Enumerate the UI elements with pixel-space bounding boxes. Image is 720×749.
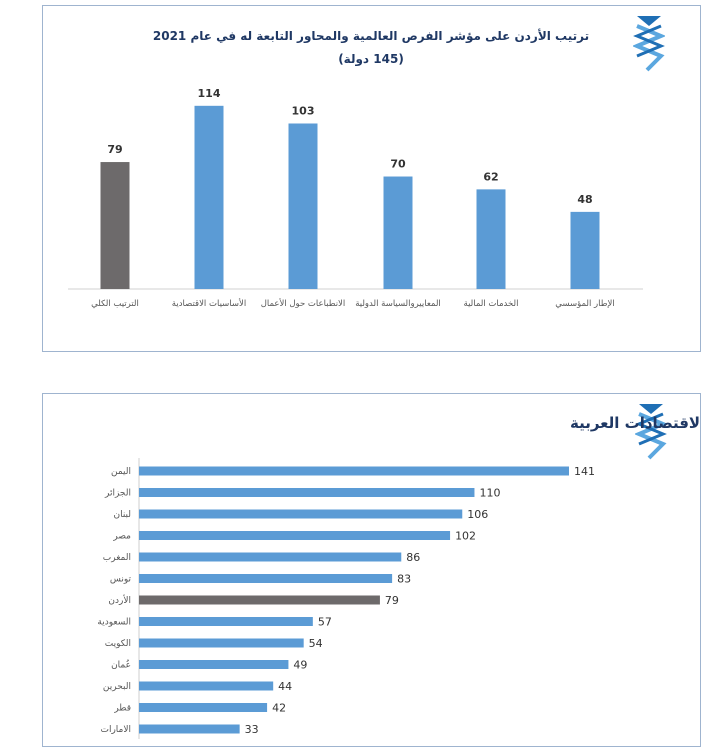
bar-value-label: 42 — [272, 702, 286, 715]
bar-value-label: 83 — [397, 573, 411, 586]
rank-axes-chart-panel: ترتيب الأردن على مؤشر الفرص العالمية وال… — [42, 5, 701, 352]
bar-value-label: 106 — [467, 508, 488, 521]
bar — [139, 531, 451, 540]
chart-title: مؤشر الفرص العالمية 2021: ترتيب الاقتصاد… — [570, 414, 700, 432]
category-label: الترتيب الكلي — [91, 299, 139, 309]
bar-value-label: 57 — [318, 616, 332, 629]
bar — [194, 105, 224, 290]
category-label: قطر — [113, 704, 131, 714]
bar — [139, 595, 380, 605]
bar-value-label: 33 — [245, 723, 259, 736]
bar-value-label: 44 — [278, 680, 292, 693]
bar-value-label: 141 — [574, 465, 595, 478]
bar — [288, 123, 318, 289]
category-label: الانطباعات حول الأعمال — [261, 298, 346, 309]
organization-logo-icon — [633, 16, 665, 72]
bar-value-label: 102 — [455, 530, 476, 543]
category-label: الامارات — [100, 725, 131, 735]
bar-value-label: 70 — [390, 158, 406, 171]
bar — [570, 211, 600, 289]
category-label: تونس — [110, 575, 132, 585]
bar — [139, 574, 393, 583]
category-label: مصر — [112, 532, 131, 542]
bar-value-label: 62 — [483, 170, 498, 183]
bar-value-label: 79 — [107, 143, 122, 156]
chart-title: ترتيب الأردن على مؤشر الفرص العالمية وال… — [153, 28, 589, 44]
category-label: الإطار المؤسسي — [555, 299, 614, 309]
bar — [383, 176, 413, 289]
organization-logo-icon — [635, 404, 667, 460]
bar-value-label: 114 — [198, 87, 221, 100]
bar — [139, 552, 402, 562]
category-label: الجزائر — [104, 489, 131, 499]
bar-value-label: 86 — [406, 551, 420, 564]
bar-value-label: 110 — [479, 487, 500, 500]
bar — [139, 488, 475, 497]
category-label: الأردن — [108, 594, 131, 606]
bar — [139, 681, 274, 691]
category-label: المعاييروالسياسة الدولية — [355, 299, 441, 309]
category-label: لبنان — [113, 510, 131, 520]
bar — [476, 189, 506, 289]
bar-value-label: 103 — [292, 104, 315, 117]
category-label: السعودية — [97, 618, 131, 628]
bar — [139, 509, 463, 519]
bar — [139, 617, 313, 626]
bar — [139, 703, 268, 712]
category-label: البحرين — [103, 682, 131, 692]
bar — [100, 162, 130, 289]
category-label: الأساسيات الاقتصادية — [172, 298, 246, 309]
bar — [139, 638, 304, 648]
chart-subtitle: (145 دولة) — [338, 52, 404, 67]
bar-value-label: 49 — [293, 659, 307, 672]
category-label: المغرب — [103, 553, 131, 563]
bar — [139, 724, 240, 734]
arab-economies-chart-panel: مؤشر الفرص العالمية 2021: ترتيب الاقتصاد… — [42, 393, 701, 747]
category-label: الكويت — [105, 639, 131, 649]
category-label: عُمان — [111, 660, 131, 671]
category-label: الخدمات المالية — [464, 299, 519, 309]
bar-value-label: 48 — [577, 193, 592, 206]
bar-value-label: 79 — [385, 594, 399, 607]
bar — [139, 660, 289, 669]
bar — [139, 466, 569, 476]
bar-value-label: 54 — [309, 637, 323, 650]
jordan-rank-bar-chart: ترتيب الأردن على مؤشر الفرص العالمية وال… — [68, 28, 643, 309]
arab-economies-bar-chart: مؤشر الفرص العالمية 2021: ترتيب الاقتصاد… — [97, 414, 700, 739]
category-label: اليمن — [111, 467, 131, 477]
